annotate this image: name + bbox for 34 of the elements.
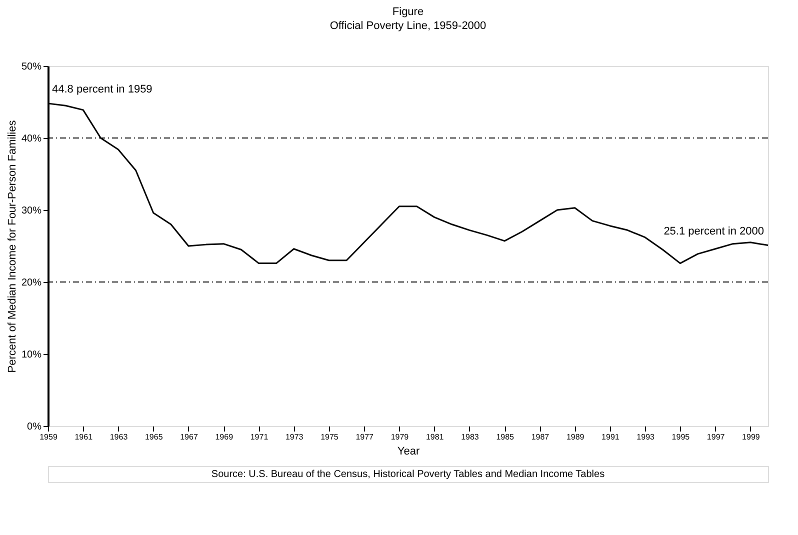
x-tick-label: 1997 <box>706 432 726 442</box>
y-tick-label: 0% <box>27 422 42 432</box>
x-tick-label: 1993 <box>636 432 656 442</box>
source-note: Source: U.S. Bureau of the Census, Historical Poverty Tables and Median Income Tables <box>211 469 605 480</box>
x-tick-label: 1985 <box>496 432 515 442</box>
y-tick-label: 40% <box>21 134 42 144</box>
x-tick-label: 1991 <box>602 432 620 442</box>
y-axis-title: Percent of Median Income for Four-Person Families <box>6 120 18 373</box>
x-tick-label: 1969 <box>215 432 234 442</box>
y-tick-label: 10% <box>21 350 42 360</box>
x-tick-label: 1999 <box>742 432 760 442</box>
x-tick-label: 1965 <box>144 432 164 442</box>
x-tick-label: 1959 <box>40 432 58 442</box>
y-tick-label: 20% <box>21 278 42 288</box>
x-axis-title: Year <box>397 446 420 458</box>
chart-title: Figure <box>392 6 424 18</box>
x-tick-label: 1977 <box>356 432 374 442</box>
x-tick-label: 1967 <box>180 432 198 442</box>
chart-subtitle: Official Poverty Line, 1959-2000 <box>330 20 486 32</box>
x-tick-label: 1987 <box>531 432 550 442</box>
annotation: 25.1 percent in 2000 <box>664 225 764 238</box>
x-tick-label: 1989 <box>566 432 585 442</box>
x-tick-label: 1973 <box>285 432 304 442</box>
x-tick-label: 1971 <box>250 432 269 442</box>
y-tick-label: 50% <box>21 62 42 72</box>
x-tick-label: 1995 <box>672 432 690 442</box>
x-tick-label: 1963 <box>110 432 128 442</box>
y-tick-label: 30% <box>21 206 42 216</box>
x-tick-label: 1981 <box>426 432 444 442</box>
x-tick-label: 1975 <box>320 432 339 442</box>
x-tick-label: 1983 <box>461 432 480 442</box>
annotation: 44.8 percent in 1959 <box>52 83 152 96</box>
x-tick-label: 1961 <box>74 432 94 442</box>
x-tick-label: 1979 <box>390 432 410 442</box>
